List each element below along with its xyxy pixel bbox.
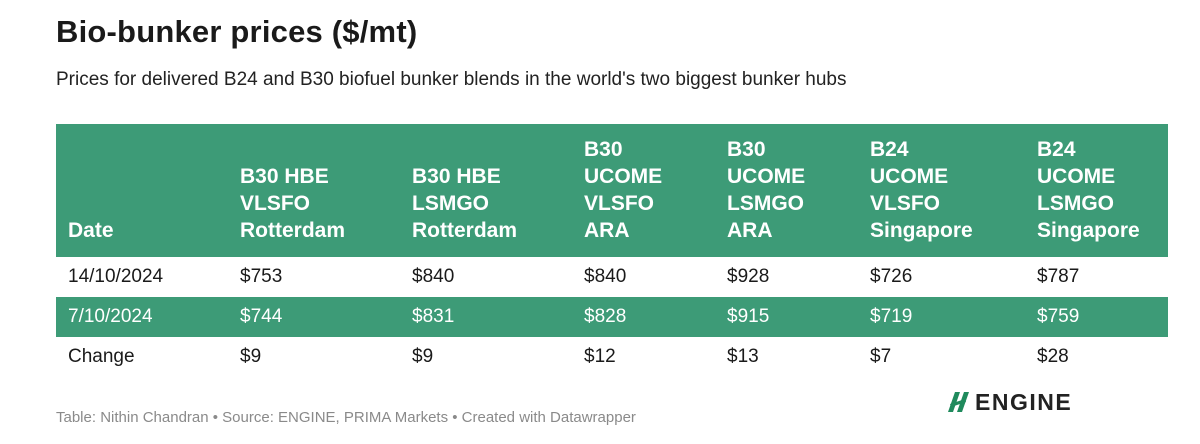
column-header-line: B24 xyxy=(1037,138,1076,161)
row-date-cell: 7/10/2024 xyxy=(68,306,153,327)
page-title: Bio-bunker prices ($/mt) xyxy=(56,14,418,49)
price-cell: $13 xyxy=(727,346,759,367)
table-row: Change $9 $9 $12 $13 $7 $28 xyxy=(56,337,1168,377)
price-cell: $759 xyxy=(1037,306,1080,327)
column-header-line: B30 xyxy=(584,138,623,161)
column-header-4: B30 UCOME LSMGO ARA xyxy=(715,124,858,257)
table-row: 7/10/2024 $744 $831 $828 $915 $719 $759 xyxy=(56,297,1168,337)
price-cell: $726 xyxy=(870,266,913,287)
price-cell: $9 xyxy=(240,346,262,367)
row-date-cell: Change xyxy=(68,346,135,367)
column-header-line: Singapore xyxy=(1037,219,1140,242)
column-header-line: LSMGO xyxy=(727,192,804,215)
column-header-line: VLSFO xyxy=(584,192,655,215)
price-cell: $787 xyxy=(1037,266,1080,287)
table-body: 14/10/2024 $753 $840 $840 $928 $726 $787 7/10/2… xyxy=(56,257,1168,377)
price-cell: $928 xyxy=(727,266,770,287)
column-header-line: B30 xyxy=(727,138,766,161)
engine-logo: ENGINE xyxy=(946,389,1072,415)
column-header-line: UCOME xyxy=(1037,165,1116,188)
column-header-line: B24 xyxy=(870,138,909,161)
price-cell: $915 xyxy=(727,306,770,327)
footer-credits: Table: Nithin Chandran • Source: ENGINE,… xyxy=(56,409,636,426)
column-header-line: B30 HBE xyxy=(240,165,329,188)
column-header-line: UCOME xyxy=(727,165,806,188)
price-cell: $28 xyxy=(1037,346,1069,367)
column-header-0: Date xyxy=(56,124,228,257)
column-header-6: B24 UCOME LSMGO Singapore xyxy=(1025,124,1168,257)
price-cell: $828 xyxy=(584,306,627,327)
price-cell: $12 xyxy=(584,346,616,367)
column-header-line: VLSFO xyxy=(240,192,311,215)
column-header-2: B30 HBE LSMGO Rotterdam xyxy=(400,124,572,257)
price-cell: $9 xyxy=(412,346,434,367)
price-cell: $744 xyxy=(240,306,283,327)
column-header-line: Singapore xyxy=(870,219,973,242)
price-cell: $7 xyxy=(870,346,892,367)
page-subtitle: Prices for delivered B24 and B30 biofuel… xyxy=(56,69,847,90)
price-cell: $840 xyxy=(584,266,627,287)
column-header-line: ARA xyxy=(584,219,630,242)
column-header-line: Date xyxy=(68,219,114,242)
price-cell: $753 xyxy=(240,266,283,287)
column-header-line: LSMGO xyxy=(1037,192,1114,215)
column-header-line: LSMGO xyxy=(412,192,489,215)
column-header-3: B30 UCOME VLSFO ARA xyxy=(572,124,715,257)
column-header-line: B30 HBE xyxy=(412,165,501,188)
column-header-line: VLSFO xyxy=(870,192,941,215)
column-header-line: UCOME xyxy=(870,165,949,188)
price-cell: $831 xyxy=(412,306,455,327)
engine-logo-text: ENGINE xyxy=(975,388,1073,415)
column-header-line: Rotterdam xyxy=(240,219,346,242)
column-header-line: UCOME xyxy=(584,165,663,188)
price-cell: $719 xyxy=(870,306,913,327)
table-header-row: Date B30 HBE VLSFO Rotterdam B30 HBE LSMGO Rot… xyxy=(56,124,1168,257)
column-header-line: ARA xyxy=(727,219,773,242)
table-row: 14/10/2024 $753 $840 $840 $928 $726 $787 xyxy=(56,257,1168,297)
column-header-1: B30 HBE VLSFO Rotterdam xyxy=(228,124,400,257)
row-date-cell: 14/10/2024 xyxy=(68,266,164,287)
column-header-line: Rotterdam xyxy=(412,219,518,242)
price-table: Date B30 HBE VLSFO Rotterdam B30 HBE LSMGO Rot… xyxy=(56,124,1168,377)
price-cell: $840 xyxy=(412,266,455,287)
column-header-5: B24 UCOME VLSFO Singapore xyxy=(858,124,1025,257)
engine-logo-icon xyxy=(948,392,969,412)
